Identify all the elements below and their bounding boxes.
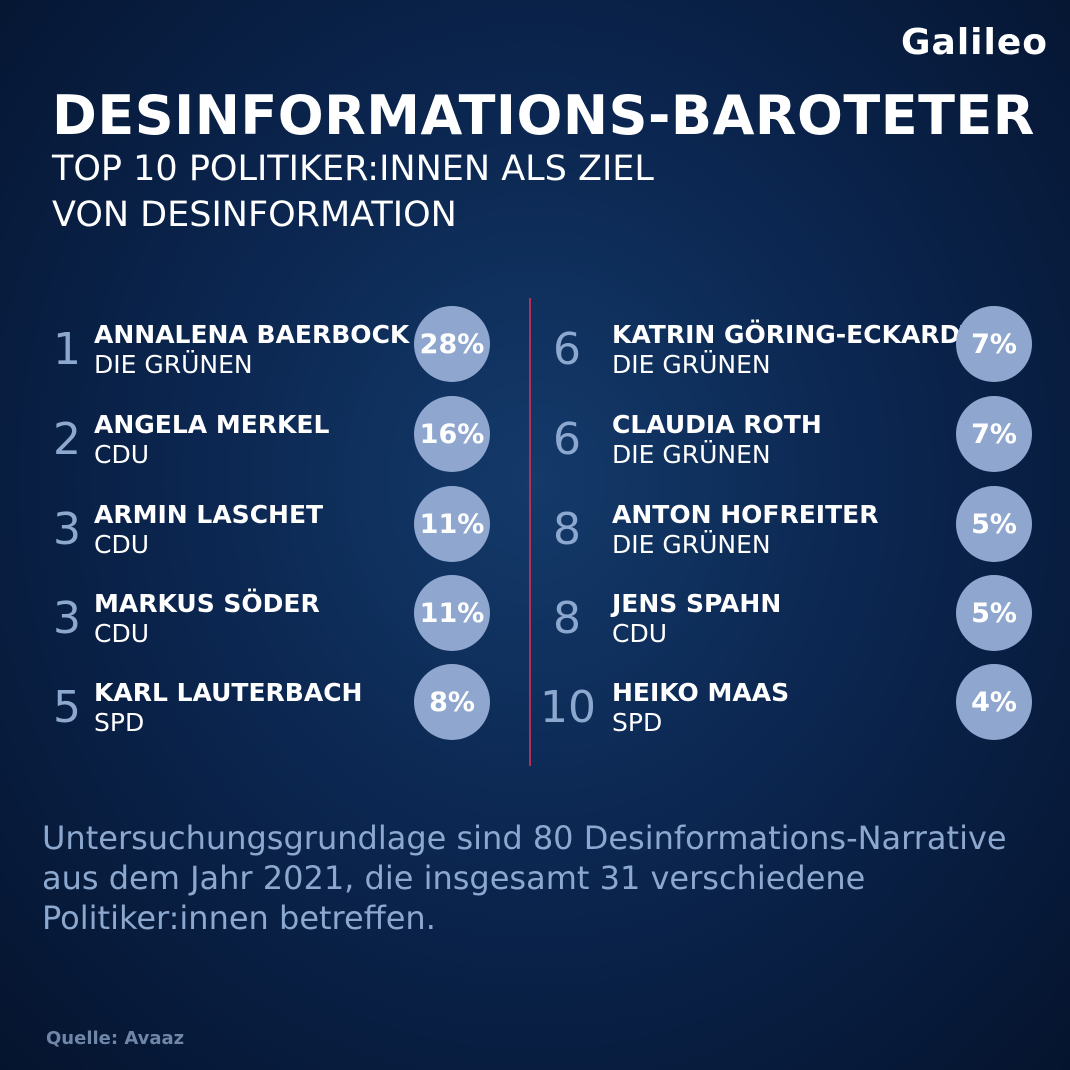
rank-number: 2 <box>53 414 81 465</box>
rank-number: 6 <box>553 324 581 375</box>
politician-name: ARMIN LASCHET <box>94 500 324 529</box>
politician-name: CLAUDIA ROTH <box>612 410 822 439</box>
rank-number: 8 <box>553 504 581 555</box>
party-name: CDU <box>94 440 150 469</box>
share-badge: 28% <box>414 306 490 382</box>
share-badge: 7% <box>956 306 1032 382</box>
politician-name: KATRIN GÖRING-ECKARDT <box>612 320 978 349</box>
page-title: DESINFORMATIONS-BAROTETER <box>52 84 1035 147</box>
party-name: DIE GRÜNEN <box>94 350 253 379</box>
politician-name: MARKUS SÖDER <box>94 589 320 618</box>
rank-number: 6 <box>553 414 581 465</box>
share-badge: 4% <box>956 664 1032 740</box>
share-badge: 16% <box>414 396 490 472</box>
party-name: SPD <box>94 708 145 737</box>
party-name: DIE GRÜNEN <box>612 350 771 379</box>
methodology-note: Untersuchungsgrundlage sind 80 Desinform… <box>42 819 1007 937</box>
share-badge: 11% <box>414 575 490 651</box>
rank-number: 10 <box>540 682 596 733</box>
party-name: CDU <box>94 530 150 559</box>
party-name: DIE GRÜNEN <box>612 530 771 559</box>
column-divider <box>529 298 531 766</box>
share-badge: 8% <box>414 664 490 740</box>
share-badge: 11% <box>414 486 490 562</box>
rank-number: 5 <box>53 682 81 733</box>
share-badge: 5% <box>956 486 1032 562</box>
subtitle-line-2: VON DESINFORMATION <box>52 195 457 235</box>
politician-name: JENS SPAHN <box>612 589 782 618</box>
galileo-logo: Galileo <box>900 22 1048 63</box>
source-credit: Quelle: Avaaz <box>46 1028 185 1049</box>
rank-number: 1 <box>53 324 81 375</box>
politician-name: ANNALENA BAERBOCK <box>94 320 410 349</box>
party-name: DIE GRÜNEN <box>612 440 771 469</box>
rank-number: 3 <box>53 504 81 555</box>
rank-number: 8 <box>553 593 581 644</box>
page-subtitle: TOP 10 POLITIKER:INNEN ALS ZIEL VON DESI… <box>52 146 852 238</box>
politician-name: KARL LAUTERBACH <box>94 678 363 707</box>
share-badge: 7% <box>956 396 1032 472</box>
party-name: CDU <box>612 619 668 648</box>
politician-name: ANTON HOFREITER <box>612 500 879 529</box>
party-name: CDU <box>94 619 150 648</box>
politician-name: HEIKO MAAS <box>612 678 790 707</box>
subtitle-line-1: TOP 10 POLITIKER:INNEN ALS ZIEL <box>52 149 654 189</box>
rank-number: 3 <box>53 593 81 644</box>
share-badge: 5% <box>956 575 1032 651</box>
party-name: SPD <box>612 708 663 737</box>
politician-name: ANGELA MERKEL <box>94 410 330 439</box>
